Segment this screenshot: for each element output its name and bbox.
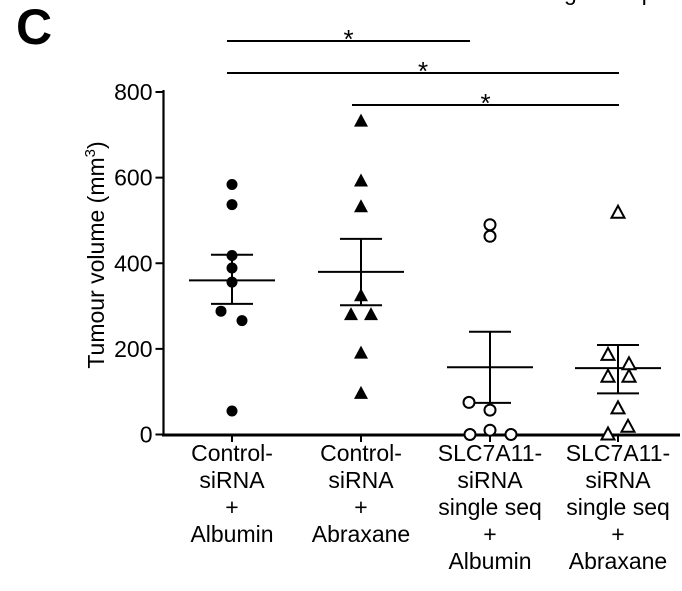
data-point-filled-circle [236,315,248,327]
significance-asterisk: * [343,24,353,54]
group-label-line: siRNA [457,467,523,493]
data-point-open-triangle [599,367,617,383]
significance-asterisk: * [480,88,490,118]
cropped-text-fragment-left: g [564,0,577,6]
y-tick-label: 400 [114,250,152,276]
data-point-filled-triangle [354,345,368,359]
group-label-line: Control- [191,440,273,466]
group-label-line: siRNA [328,467,394,493]
data-point-filled-triangle [364,307,378,321]
data-point-filled-triangle [354,199,368,213]
group-label-line: SLC7A11- [566,440,670,466]
data-point-open-triangle [620,367,638,383]
data-point-open-triangle [619,417,637,433]
data-point-open-circle [483,403,497,417]
data-point-open-triangle [609,203,627,219]
group-label-line: SLC7A11- [438,440,542,466]
group-label-line: + [354,494,367,520]
y-tick-label: 0 [140,422,153,448]
data-point-open-triangle [599,425,617,441]
data-point-open-triangle [609,399,627,415]
data-point-open-triangle [620,355,638,371]
group-label-line: Abraxane [312,521,410,547]
data-point-filled-circle [226,250,238,262]
data-point-filled-triangle [354,113,368,127]
group-label-line: siRNA [199,467,265,493]
data-point-filled-triangle [354,173,368,187]
group-label-line: Abraxane [569,548,667,574]
y-axis-title: Tumour volume (mm3) [82,141,109,368]
group-label-line: single seq [438,494,542,520]
significance-asterisk: * [418,56,428,86]
group-label-line: + [611,521,624,547]
cropped-text-fragment-right: q [634,0,647,6]
group-label-line: single seq [566,494,670,520]
panel-label: C [16,0,53,55]
data-point-open-circle [463,428,477,441]
data-point-filled-circle [215,305,227,317]
data-point-filled-circle [226,405,238,417]
group-label-line: Albumin [190,521,273,547]
data-point-open-circle [462,395,476,409]
group-label-line: Control- [320,440,402,466]
y-tick-label: 800 [114,79,152,105]
data-point-filled-circle [226,178,238,190]
data-point-open-circle [483,218,497,232]
data-point-filled-circle [226,262,238,274]
y-tick-label: 200 [114,336,152,362]
data-point-filled-circle [226,276,238,288]
group-label-line: + [483,521,496,547]
y-tick-label: 600 [114,165,152,191]
data-point-open-circle [483,229,497,243]
data-point-filled-triangle [354,288,368,302]
group-label-line: siRNA [585,467,651,493]
data-point-open-circle [483,423,497,437]
data-point-filled-triangle [354,385,368,399]
group-label-line: Albumin [448,548,531,574]
data-point-open-circle [504,428,518,441]
group-label-line: + [225,494,238,520]
data-point-filled-triangle [344,307,358,321]
data-point-open-triangle [599,345,617,361]
data-point-filled-circle [226,199,238,211]
